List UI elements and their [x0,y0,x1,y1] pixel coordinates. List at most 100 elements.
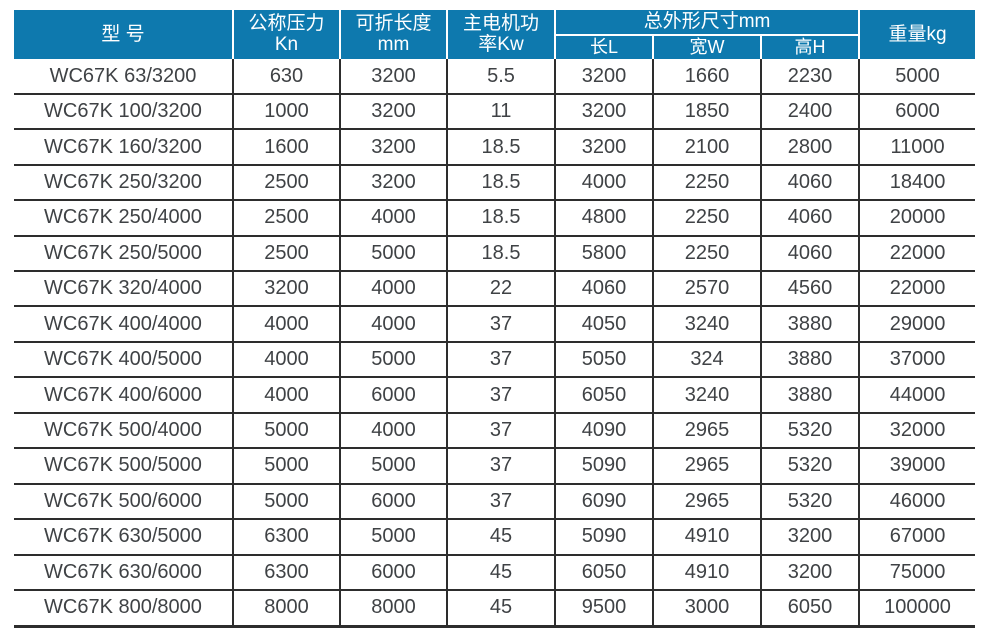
value-cell: 9500 [554,590,652,628]
table-row: WC67K 250/4000 2500 4000 18.5 4800 2250 4060 20… [14,201,976,237]
table-body: WC67K 63/3200 630 3200 5.5 3200 1660 2230 5000 W… [14,59,976,628]
col-header-dim-length: 长L [554,36,652,60]
value-cell: 6000 [339,484,446,521]
value-cell: 3200 [339,94,446,131]
value-cell: 4060 [760,201,859,237]
value-cell: 5000 [232,413,339,450]
value-cell: 32000 [858,413,976,450]
model-cell: WC67K 320/4000 [14,272,232,308]
value-cell: 39000 [858,449,976,485]
value-cell: 2500 [232,236,339,273]
table-row: WC67K 250/5000 2500 5000 18.5 5800 2250 4060 22… [14,236,976,273]
value-cell: 4910 [652,520,760,556]
table-row: WC67K 500/4000 5000 4000 37 4090 2965 5320 3200… [14,413,976,450]
value-cell: 18.5 [446,201,554,237]
table-row: WC67K 160/3200 1600 3200 18.5 3200 2100 2800 11… [14,130,976,166]
value-cell: 2965 [652,413,760,450]
table-row: WC67K 400/4000 4000 4000 37 4050 3240 3880 2900… [14,307,976,343]
value-cell: 3200 [760,520,859,556]
value-cell: 18.5 [446,165,554,202]
value-cell: 5000 [339,449,446,485]
value-cell: 2500 [232,201,339,237]
value-cell: 4060 [760,236,859,273]
model-cell: WC67K 800/8000 [14,591,232,628]
value-cell: 4560 [760,272,859,308]
model-cell: WC67K 500/4000 [14,414,232,450]
value-cell: 18400 [858,165,976,202]
value-cell: 6050 [554,555,652,591]
value-cell: 37 [446,307,554,343]
value-cell: 6050 [554,378,652,414]
value-cell: 67000 [858,520,976,556]
value-cell: 6090 [554,484,652,521]
value-cell: 37 [446,342,554,379]
value-cell: 2250 [652,165,760,202]
value-cell: 3200 [554,94,652,131]
table-row: WC67K 500/5000 5000 5000 37 5090 2965 5320 3900… [14,449,976,485]
value-cell: 45 [446,590,554,628]
value-cell: 5090 [554,520,652,556]
value-cell: 5320 [760,413,859,450]
value-cell: 46000 [858,484,976,521]
value-cell: 3200 [232,272,339,308]
value-cell: 3880 [760,307,859,343]
table-header: 型 号 公称压力 Kn 可折长度 mm 主电机功 率Kw 总外形尺寸mm 重量k… [14,10,976,60]
value-cell: 4000 [232,307,339,343]
value-cell: 75000 [858,555,976,591]
value-cell: 22000 [858,236,976,273]
model-cell: WC67K 160/3200 [14,130,232,166]
col-header-dim-width: 宽W [652,36,760,60]
value-cell: 3880 [760,342,859,379]
value-cell: 22 [446,272,554,308]
value-cell: 5320 [760,484,859,521]
value-cell: 4000 [339,413,446,450]
value-cell: 4090 [554,413,652,450]
value-cell: 6000 [339,555,446,591]
table-row: WC67K 630/6000 6300 6000 45 6050 4910 3200 7500… [14,555,976,591]
value-cell: 324 [652,342,760,379]
value-cell: 5090 [554,449,652,485]
value-cell: 2965 [652,449,760,485]
table-row: WC67K 500/6000 5000 6000 37 6090 2965 5320 4600… [14,484,976,521]
value-cell: 2800 [760,130,859,166]
value-cell: 4000 [339,272,446,308]
col-header-dim-height: 高H [760,36,859,60]
value-cell: 4000 [339,307,446,343]
value-cell: 18.5 [446,130,554,166]
model-cell: WC67K 630/6000 [14,556,232,591]
value-cell: 37 [446,378,554,414]
value-cell: 18.5 [446,236,554,273]
table-row: WC67K 400/6000 4000 6000 37 6050 3240 3880 4400… [14,378,976,414]
col-header-motor-power: 主电机功 率Kw [446,10,554,60]
value-cell: 4060 [760,165,859,202]
value-cell: 630 [232,59,339,95]
value-cell: 3240 [652,378,760,414]
value-cell: 3200 [760,555,859,591]
value-cell: 3200 [554,59,652,95]
table-row: WC67K 800/8000 8000 8000 45 9500 3000 6050 1000… [14,590,976,628]
model-cell: WC67K 630/5000 [14,520,232,556]
value-cell: 5000 [339,520,446,556]
table-row: WC67K 320/4000 3200 4000 22 4060 2570 4560 2200… [14,272,976,308]
value-cell: 22000 [858,272,976,308]
value-cell: 37000 [858,342,976,379]
value-cell: 100000 [858,590,976,628]
value-cell: 2100 [652,130,760,166]
value-cell: 44000 [858,378,976,414]
model-cell: WC67K 63/3200 [14,59,232,95]
value-cell: 8000 [339,590,446,628]
value-cell: 3200 [554,130,652,166]
col-header-dimensions-group: 总外形尺寸mm [554,10,859,37]
value-cell: 5000 [339,236,446,273]
value-cell: 3000 [652,590,760,628]
table-row: WC67K 400/5000 4000 5000 37 5050 324 3880 37000 [14,342,976,379]
value-cell: 5320 [760,449,859,485]
value-cell: 4000 [232,378,339,414]
value-cell: 1600 [232,130,339,166]
value-cell: 2500 [232,165,339,202]
value-cell: 6050 [760,590,859,628]
value-cell: 37 [446,449,554,485]
table-row: WC67K 100/3200 1000 3200 11 3200 1850 2400 6000 [14,94,976,131]
value-cell: 11 [446,94,554,131]
